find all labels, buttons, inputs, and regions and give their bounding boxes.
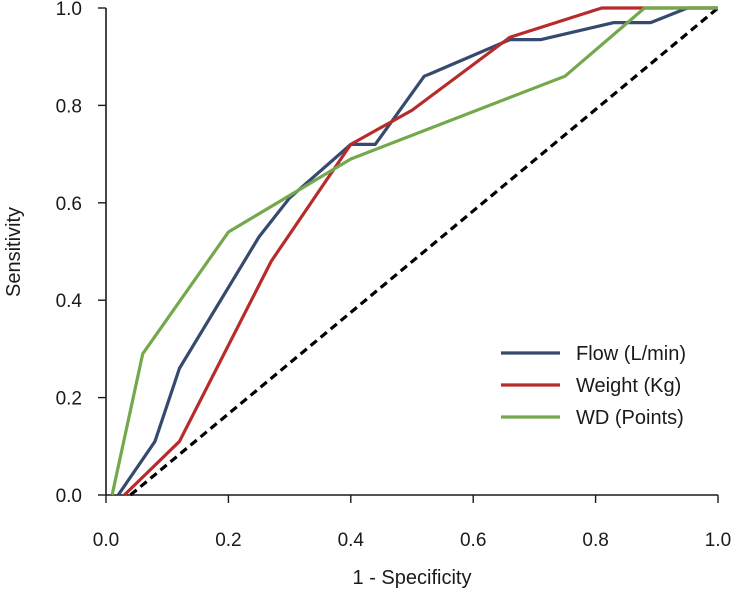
x-tick-label: 0.0 bbox=[93, 530, 119, 551]
x-tick-label: 0.4 bbox=[338, 530, 365, 551]
y-tick-label: 0.2 bbox=[56, 389, 82, 410]
x-ticks: 0.0 0.2 0.4 0.6 0.8 1.0 bbox=[93, 495, 731, 551]
x-tick-label: 0.2 bbox=[215, 530, 241, 551]
y-ticks: 0.0 0.2 0.4 0.6 0.8 1.0 bbox=[56, 0, 106, 507]
legend-label-1: Weight (Kg) bbox=[576, 375, 681, 397]
y-axis-title: Sensitivity bbox=[3, 207, 25, 297]
x-tick-label: 0.8 bbox=[582, 530, 608, 551]
series-line-2 bbox=[110, 6, 718, 496]
x-tick-label: 1.0 bbox=[705, 530, 731, 551]
y-tick-label: 0.6 bbox=[56, 194, 82, 215]
series-line-0 bbox=[116, 6, 718, 496]
y-tick-label: 0.0 bbox=[56, 486, 82, 507]
y-tick-label: 1.0 bbox=[56, 0, 82, 20]
x-tick-label: 0.6 bbox=[460, 530, 486, 551]
reference-line bbox=[129, 6, 720, 497]
plot-area bbox=[110, 6, 720, 497]
legend-label-2: WD (Points) bbox=[576, 407, 684, 429]
series-line-1 bbox=[123, 6, 718, 497]
y-tick-label: 0.4 bbox=[56, 291, 83, 312]
x-axis-title: 1 - Specificity bbox=[353, 567, 472, 589]
legend-label-0: Flow (L/min) bbox=[576, 343, 686, 365]
axes bbox=[105, 8, 718, 496]
y-tick-label: 0.8 bbox=[56, 96, 82, 117]
legend: Flow (L/min) Weight (Kg) WD (Points) bbox=[501, 343, 686, 429]
